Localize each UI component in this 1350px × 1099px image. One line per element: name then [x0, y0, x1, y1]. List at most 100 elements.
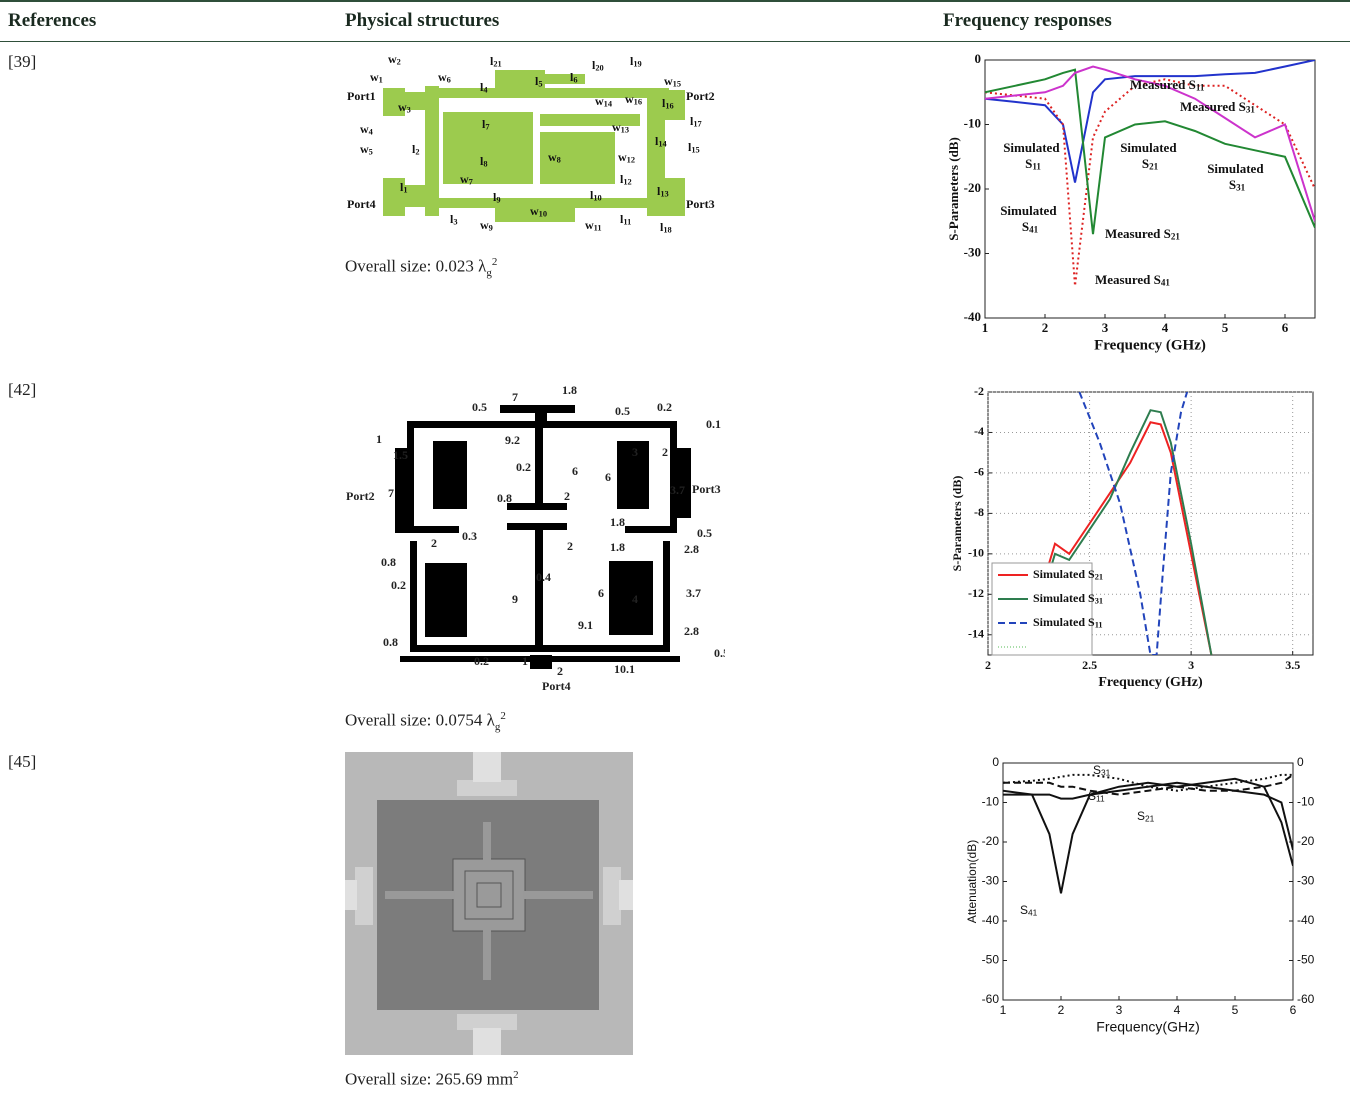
x-tick-label: 3 — [1188, 658, 1194, 672]
y-tick-label: -20 — [982, 834, 1000, 848]
dimension-label: l9 — [493, 190, 501, 205]
dimension-label: 3.7 — [670, 483, 685, 497]
y-tick-label: -12 — [968, 586, 984, 600]
dimension-label: l21 — [490, 54, 502, 69]
caption: Overall size: 0.0754 λg2 — [345, 710, 506, 733]
x-tick-label: 4 — [1162, 320, 1169, 335]
y-tick-label: -20 — [964, 180, 981, 195]
header-cell: Frequency responses — [943, 10, 1112, 32]
caption-text: Overall size: 265.69 mm — [345, 1070, 513, 1089]
reference: [39] — [8, 52, 36, 72]
dimension-label: l3 — [450, 212, 458, 227]
dimension-label: 0.2 — [657, 400, 672, 414]
dimension-label: Port2 — [346, 489, 375, 503]
dimension-label: 0.4 — [536, 570, 551, 584]
dimension-label: Port1 — [347, 89, 376, 103]
dimension-label: 2 — [557, 664, 563, 678]
caption-sub: g — [486, 267, 492, 279]
x-tick-label: 1 — [982, 320, 989, 335]
dimension-label: 1 — [522, 654, 528, 668]
dimension-label: w5 — [360, 142, 373, 157]
y-axis-label: S-Parameters (dB) — [946, 137, 961, 241]
dimension-label: 2.8 — [684, 624, 699, 638]
y-tick-label: -40 — [982, 913, 1000, 927]
header-rule — [0, 41, 1350, 42]
y-tick-label: -30 — [982, 874, 1000, 888]
dimension-label: 6 — [605, 470, 611, 484]
y-tick-label: -30 — [964, 244, 981, 259]
top-rule — [0, 0, 1350, 2]
y-tick-label: -10 — [964, 115, 981, 130]
reference: [45] — [8, 752, 36, 772]
dimension-label: 0.5 — [615, 404, 630, 418]
x-axis-label: Frequency (GHz) — [1094, 337, 1206, 353]
page: References Physical structures Frequency… — [0, 0, 1350, 1099]
dimension-label: 1.8 — [562, 383, 577, 397]
dimension-label: 2 — [662, 445, 668, 459]
dimension-label: w1 — [370, 70, 383, 85]
dimension-label: l10 — [590, 188, 602, 203]
x-tick-label: 6 — [1282, 320, 1289, 335]
dimension-label: 0.2 — [516, 460, 531, 474]
y2-tick-label: -30 — [1297, 874, 1315, 888]
photo — [345, 752, 633, 1055]
dimension-label: 0.5 — [714, 646, 725, 660]
structure-diagram: Port1Port2Port4Port3w2w1w3w4w5l2l1l3w9l9… — [345, 50, 725, 240]
dimension-label: l19 — [630, 54, 642, 69]
caption-text: Overall size: 0.023 λ — [345, 257, 486, 276]
y-tick-label: 0 — [975, 51, 982, 66]
y2-tick-label: -40 — [1297, 913, 1315, 927]
caption-sup: 2 — [513, 1069, 519, 1081]
legend-entry: Simulated S31 — [1033, 591, 1103, 606]
x-tick-label: 2.5 — [1082, 658, 1097, 672]
dimension-label: 9.1 — [578, 618, 593, 632]
annotation: Measured S11 — [1130, 77, 1205, 93]
dimension-label: l2 — [412, 142, 420, 157]
dimension-label: l17 — [690, 114, 702, 129]
dimension-label: 1 — [376, 432, 382, 446]
y-axis-label: Attenuation(dB) — [965, 840, 979, 923]
header-cell: References — [8, 10, 96, 32]
y2-tick-label: 0 — [1297, 755, 1304, 769]
dimension-label: w9 — [480, 218, 493, 233]
legend-entry: Simulated S21 — [1033, 567, 1103, 582]
dimension-label: 3.7 — [686, 586, 701, 600]
dimension-label: 9 — [512, 592, 518, 606]
caption-sup: 2 — [500, 710, 506, 722]
y2-tick-label: -10 — [1297, 795, 1315, 809]
dimension-label: 10.1 — [614, 662, 635, 676]
y-tick-label: -60 — [982, 992, 1000, 1006]
dimension-label: 0.1 — [706, 417, 721, 431]
x-tick-label: 6 — [1290, 1003, 1297, 1017]
dimension-label: 0.5 — [472, 400, 487, 414]
x-axis-label: Frequency(GHz) — [1096, 1019, 1199, 1035]
y-tick-label: 0 — [992, 755, 999, 769]
x-tick-label: 2 — [1042, 320, 1049, 335]
legend-entry: Simulated S11 — [1033, 615, 1103, 630]
dimension-label: 7 — [388, 486, 394, 500]
y-tick-label: -10 — [982, 795, 1000, 809]
y-tick-label: -14 — [968, 627, 984, 641]
y-tick-label: -50 — [982, 953, 1000, 967]
x-tick-label: 5 — [1222, 320, 1229, 335]
x-axis-label: Frequency (GHz) — [1098, 675, 1203, 690]
caption-sup: 2 — [492, 256, 498, 268]
microstrip — [395, 405, 691, 669]
header-cell: Physical structures — [345, 10, 499, 32]
microstrip — [383, 70, 685, 222]
y2-tick-label: -20 — [1297, 834, 1315, 848]
plot-frame — [1003, 763, 1293, 1000]
dimension-label: 0.2 — [391, 578, 406, 592]
annotation: Measured S31 — [1180, 99, 1255, 115]
dimension-label: w2 — [388, 52, 401, 67]
dimension-label: 9.2 — [505, 433, 520, 447]
dimension-label: w12 — [618, 150, 635, 165]
y2-tick-label: -50 — [1297, 953, 1315, 967]
dimension-label: l4 — [480, 80, 488, 95]
dimension-label: Port2 — [686, 89, 715, 103]
dimension-label: w11 — [585, 218, 602, 233]
dimension-label: 3 — [632, 445, 638, 459]
